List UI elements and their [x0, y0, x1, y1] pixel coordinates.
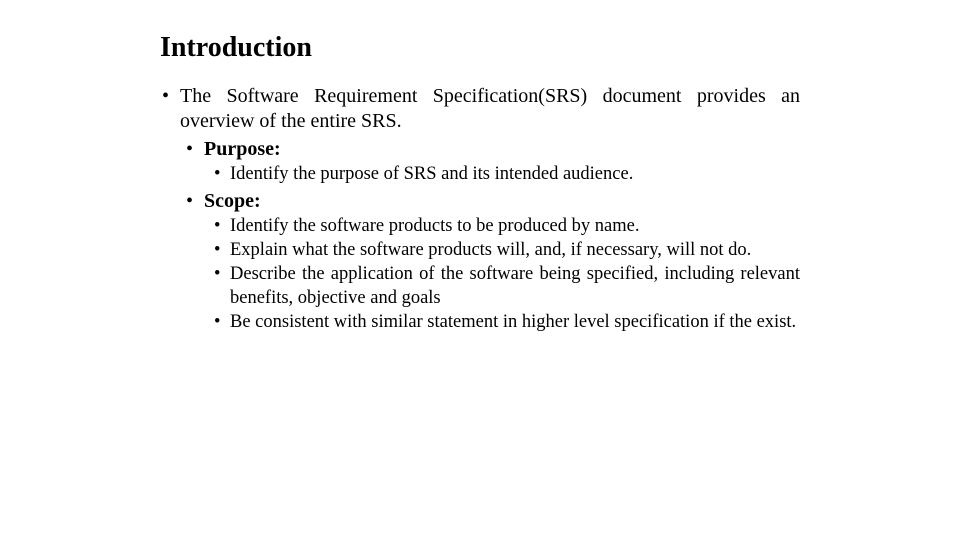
bullet-icon: •: [186, 136, 193, 162]
bullet-icon: •: [214, 239, 220, 262]
purpose-item-text: Identify the purpose of SRS and its inte…: [230, 164, 633, 184]
bullet-icon: •: [214, 163, 220, 186]
scope-item: • Identify the software products to be p…: [230, 215, 800, 238]
purpose-item: • Identify the purpose of SRS and its in…: [230, 163, 800, 186]
scope-item-text: Identify the software products to be pro…: [230, 216, 639, 236]
scope-item-text: Be consistent with similar statement in …: [230, 312, 796, 332]
purpose-heading: • Purpose:: [204, 136, 800, 162]
intro-paragraph: • The Software Requirement Specification…: [180, 84, 800, 134]
bullet-icon: •: [214, 215, 220, 238]
scope-item: • Describe the application of the softwa…: [230, 263, 800, 309]
bullet-icon: •: [214, 263, 220, 286]
intro-text: The Software Requirement Specification(S…: [180, 85, 800, 132]
scope-item-text: Describe the application of the software…: [230, 264, 800, 307]
purpose-label: Purpose:: [204, 138, 281, 160]
scope-item: • Be consistent with similar statement i…: [230, 311, 800, 334]
bullet-icon: •: [214, 311, 220, 334]
bullet-icon: •: [186, 188, 193, 214]
bullet-icon: •: [162, 84, 169, 109]
scope-heading: • Scope:: [204, 188, 800, 214]
heading-introduction: Introduction: [160, 32, 800, 64]
scope-item: • Explain what the software products wil…: [230, 239, 800, 262]
scope-item-text: Explain what the software products will,…: [230, 240, 751, 260]
scope-label: Scope:: [204, 190, 261, 212]
slide-container: Introduction • The Software Requirement …: [0, 0, 960, 334]
